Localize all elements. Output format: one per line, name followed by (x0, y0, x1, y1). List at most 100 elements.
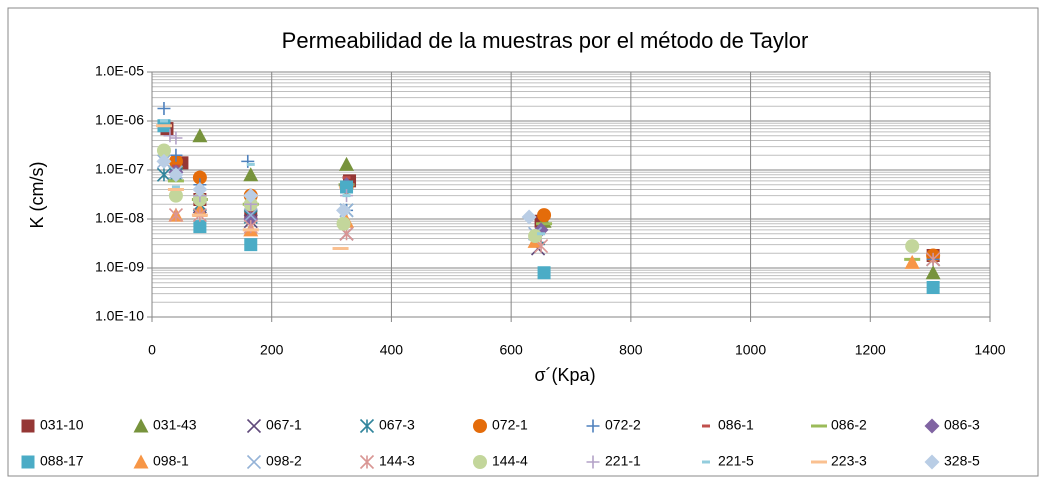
marker-part (359, 454, 375, 470)
marker-part (168, 167, 184, 183)
marker-part (21, 419, 35, 433)
marker-part (243, 188, 259, 204)
marker (192, 181, 208, 197)
marker (168, 188, 183, 203)
marker-part (243, 208, 258, 223)
marker-part (905, 239, 920, 254)
marker-part (156, 167, 172, 182)
marker-part (537, 208, 552, 223)
legend-label: 098-1 (153, 453, 189, 469)
marker-part (163, 129, 177, 143)
marker (21, 455, 35, 469)
legend-label: 328-5 (944, 453, 980, 469)
legend-label: 086-2 (831, 417, 867, 433)
chart-title: Permeabilidad de la muestras por el méto… (282, 28, 809, 53)
marker (169, 131, 183, 145)
marker-part (193, 220, 207, 234)
y-tick-label: 1.0E-06 (95, 112, 144, 128)
legend-label: 031-10 (40, 417, 84, 433)
marker-part (156, 153, 172, 169)
marker-part (192, 128, 208, 143)
marker (192, 170, 207, 185)
marker-part (169, 148, 183, 162)
marker-part (924, 418, 940, 434)
legend-label: 067-3 (379, 417, 415, 433)
marker-part (156, 143, 171, 158)
marker-part (340, 180, 354, 194)
marker-part (586, 455, 600, 469)
marker (169, 148, 183, 162)
marker-part (246, 454, 262, 470)
marker-part (926, 280, 940, 294)
y-axis-title: K (cm/s) (27, 162, 47, 229)
marker-part (473, 419, 487, 433)
marker (336, 216, 351, 231)
marker (133, 454, 149, 469)
x-tick-label: 1400 (974, 342, 1005, 358)
marker-part (339, 156, 355, 171)
legend-label: 144-3 (379, 453, 415, 469)
marker (163, 129, 177, 143)
marker (359, 418, 375, 434)
marker (244, 238, 258, 252)
marker (925, 265, 941, 280)
marker (905, 239, 920, 254)
y-tick-label: 1.0E-07 (95, 161, 144, 177)
marker-part (168, 188, 183, 203)
marker (926, 252, 941, 267)
marker (243, 167, 259, 182)
marker (537, 208, 552, 223)
marker-part (133, 418, 149, 433)
marker (168, 208, 184, 223)
marker (340, 180, 354, 194)
x-tick-label: 800 (619, 342, 643, 358)
marker (924, 454, 940, 470)
legend-label: 088-17 (40, 453, 84, 469)
y-tick-label: 1.0E-10 (95, 308, 144, 324)
chart-frame (7, 7, 1039, 477)
marker-part (192, 170, 207, 185)
marker (246, 454, 262, 470)
x-tick-label: 0 (148, 342, 156, 358)
marker-part (133, 454, 149, 469)
marker-part (336, 216, 351, 231)
marker (193, 220, 207, 234)
marker-part (243, 167, 259, 182)
marker-part (473, 455, 487, 469)
x-tick-label: 600 (499, 342, 523, 358)
marker (21, 419, 35, 433)
marker (521, 209, 537, 225)
y-tick-label: 1.0E-08 (95, 210, 144, 226)
marker-part (521, 209, 537, 225)
legend-label: 223-3 (831, 453, 867, 469)
legend-label: 221-5 (718, 453, 754, 469)
marker (339, 156, 355, 171)
marker (156, 143, 171, 158)
marker-part (904, 254, 920, 269)
legend-label: 086-3 (944, 417, 980, 433)
marker-part (169, 131, 183, 145)
legend-label: 072-1 (492, 417, 528, 433)
marker-part (336, 202, 352, 218)
marks (155, 101, 941, 294)
legend-label: 072-2 (605, 417, 641, 433)
marker-part (528, 228, 543, 243)
marker-part (244, 238, 258, 252)
marker (192, 128, 208, 143)
x-tick-label: 400 (380, 342, 404, 358)
legend-label: 221-1 (605, 453, 641, 469)
x-tick-label: 1200 (855, 342, 886, 358)
marker (157, 101, 171, 115)
marker (156, 153, 172, 169)
y-tick-label: 1.0E-09 (95, 259, 144, 275)
marker (336, 202, 352, 218)
marker (586, 419, 600, 433)
x-axis-title: σ´(Kpa) (534, 365, 595, 385)
marker (904, 254, 920, 269)
marker-part (359, 418, 375, 434)
marker (246, 418, 262, 434)
legend-label: 098-2 (266, 453, 302, 469)
legend-label: 031-43 (153, 417, 197, 433)
x-tick-label: 200 (260, 342, 284, 358)
